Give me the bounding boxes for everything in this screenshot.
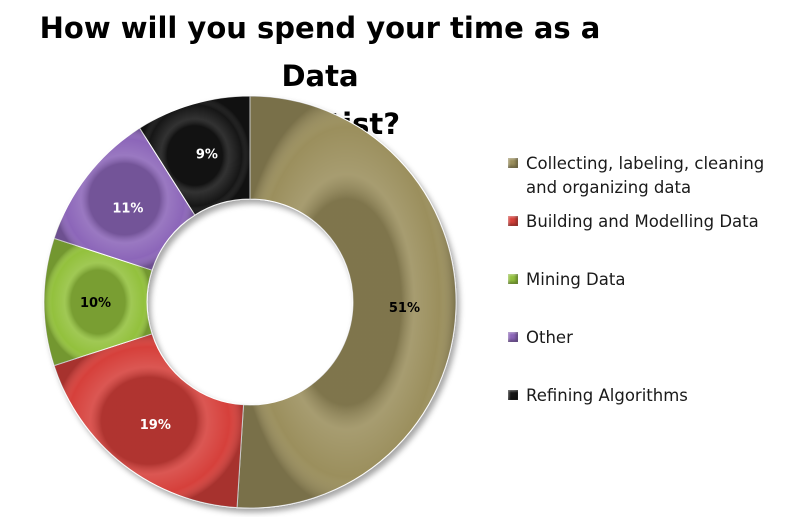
legend-label: Building and Modelling Data — [526, 210, 788, 234]
legend-label-line: Collecting, labeling, cleaning — [526, 152, 788, 176]
legend-item-refining: Refining Algorithms — [508, 384, 788, 408]
legend-label: Other — [526, 326, 788, 350]
data-label-collecting: 51% — [389, 301, 420, 316]
legend-label: Mining Data — [526, 268, 788, 292]
legend-swatch — [508, 332, 518, 342]
legend-swatch — [508, 390, 518, 400]
legend-item-other: Other — [508, 326, 788, 350]
data-label-building: 19% — [140, 418, 171, 433]
legend-item-collecting: Collecting, labeling, cleaning and organ… — [508, 152, 788, 200]
data-label-refining: 9% — [196, 148, 218, 163]
legend-label: Refining Algorithms — [526, 384, 788, 408]
legend-label-line: and organizing data — [526, 176, 788, 200]
legend-swatch — [508, 274, 518, 284]
data-label-mining: 10% — [80, 296, 111, 311]
legend-swatch — [508, 158, 518, 168]
legend-swatch — [508, 216, 518, 226]
slice-shade-collecting — [237, 96, 456, 508]
legend-item-mining: Mining Data — [508, 268, 788, 292]
data-label-other: 11% — [112, 201, 143, 216]
legend-item-building: Building and Modelling Data — [508, 210, 788, 234]
